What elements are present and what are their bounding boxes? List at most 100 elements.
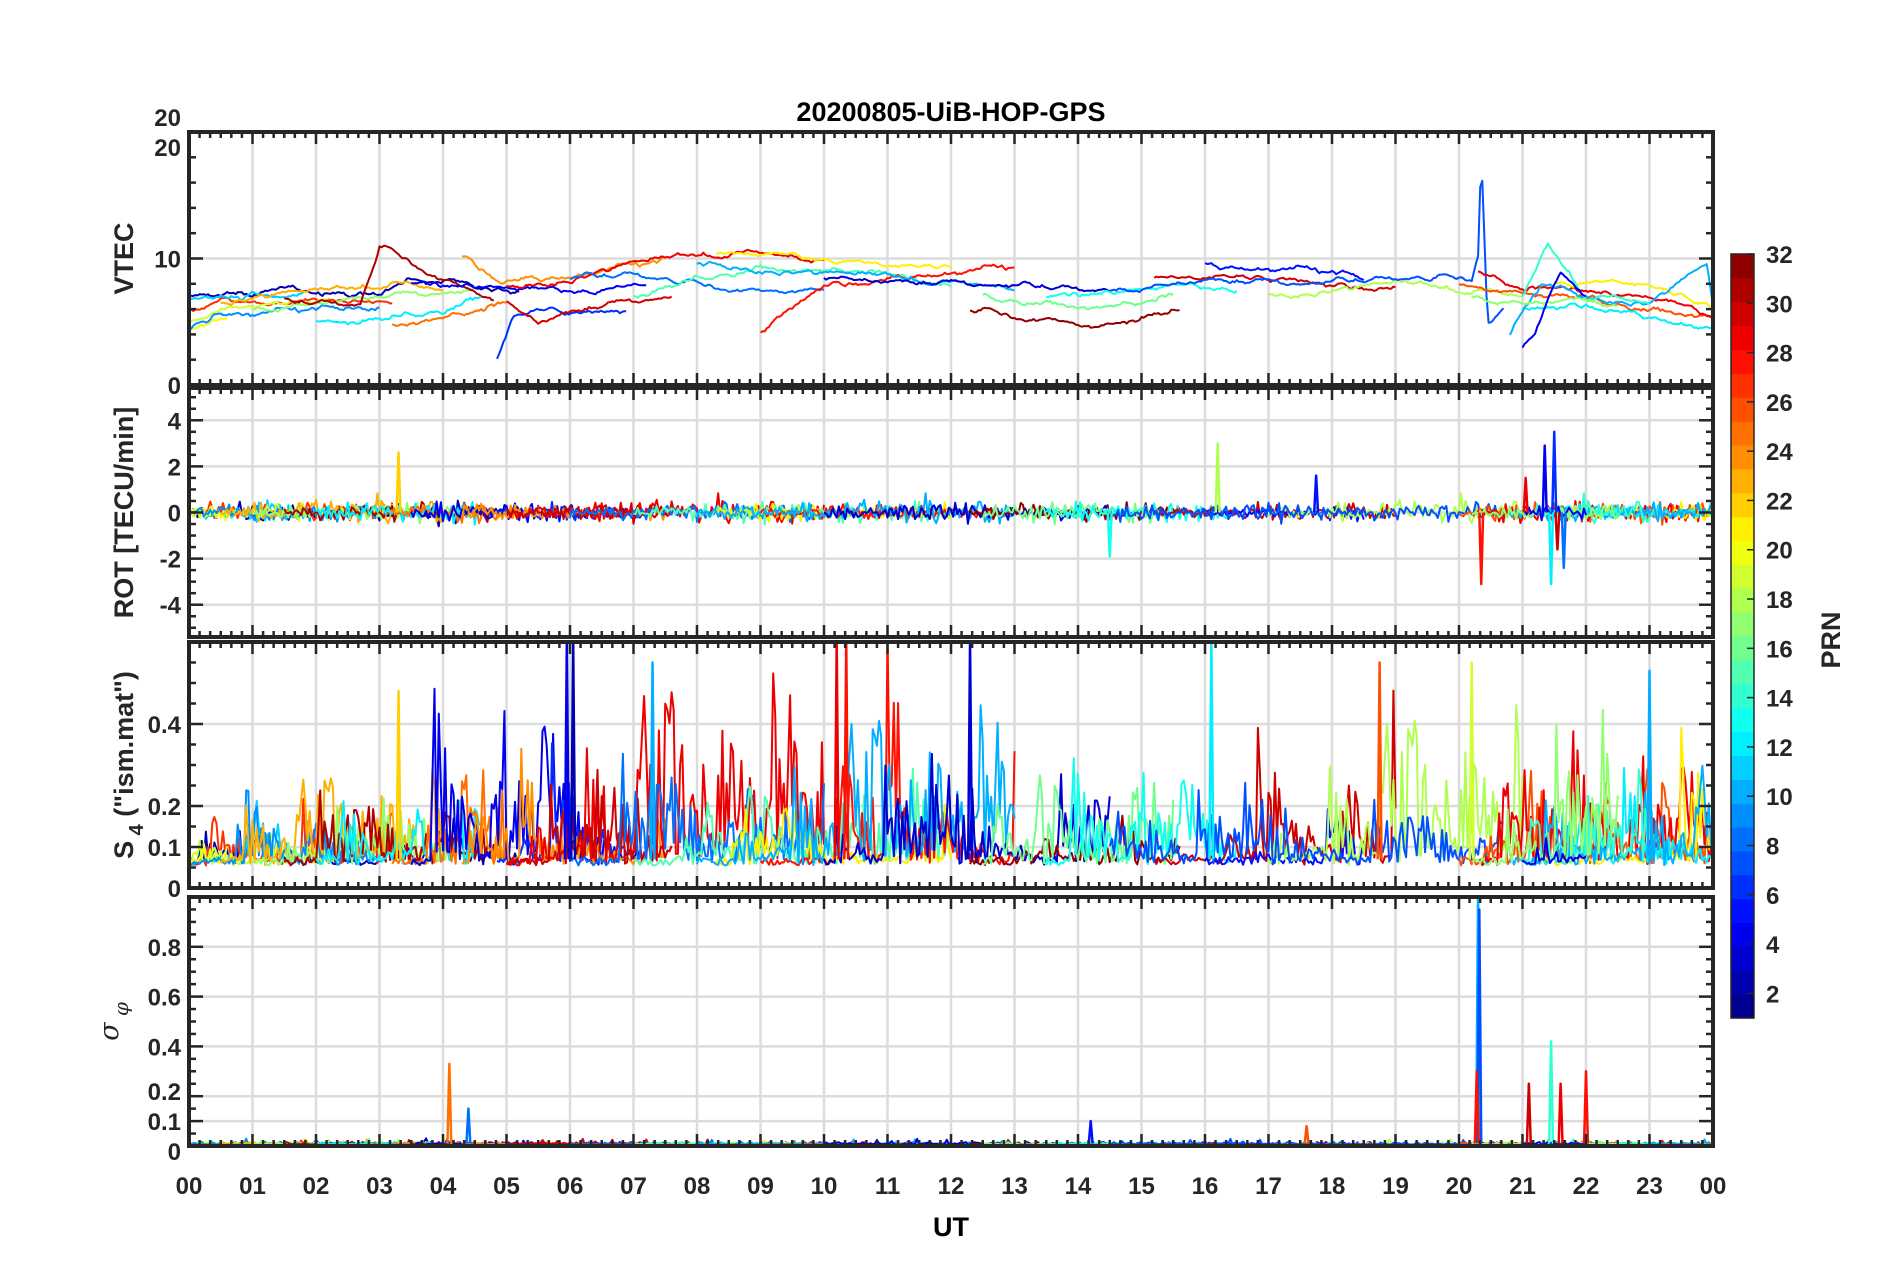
spike-prn-12 bbox=[1547, 512, 1555, 586]
colorbar-bin bbox=[1731, 540, 1754, 565]
y-axis-label-vtec: VTEC bbox=[109, 222, 139, 294]
spike-prn-30 bbox=[1554, 512, 1561, 551]
spike-prn-4 bbox=[563, 642, 570, 860]
series-line-prn-10 bbox=[696, 704, 1016, 867]
series-line-prn-24 bbox=[461, 747, 667, 866]
y-tick-label: 0.8 bbox=[148, 935, 181, 962]
grid-sigma bbox=[189, 897, 1713, 1146]
colorbar-bin bbox=[1731, 421, 1754, 446]
spike-prn-19 bbox=[1468, 661, 1475, 860]
y-tick-label: 0.2 bbox=[148, 1079, 181, 1106]
x-tick-label: 00 bbox=[176, 1173, 203, 1200]
series-line-prn-20 bbox=[189, 316, 228, 331]
y-label-subscript: φ bbox=[109, 1002, 133, 1022]
x-tick-label: 22 bbox=[1573, 1173, 1600, 1200]
colorbar-bin bbox=[1731, 850, 1754, 876]
y-label-rest: ("ism.mat") bbox=[109, 671, 139, 824]
y-tick-label: 20 bbox=[154, 135, 181, 162]
series-line-prn-24 bbox=[462, 255, 666, 285]
x-tick-label: 12 bbox=[938, 1173, 965, 1200]
colorbar-label: PRN bbox=[1816, 611, 1846, 668]
spike-prn-6 bbox=[1551, 430, 1558, 513]
series-line-prn-23 bbox=[220, 280, 444, 307]
series-line-prn-17 bbox=[252, 285, 476, 313]
y-tick-label: 0 bbox=[168, 501, 181, 528]
y-tick-label: 20 bbox=[154, 105, 181, 132]
colorbar-bin bbox=[1731, 588, 1754, 613]
series-line-prn-7 bbox=[1108, 781, 1504, 866]
series-line-prn-11 bbox=[189, 290, 304, 302]
spike-prn-5 bbox=[1312, 474, 1320, 513]
x-axis-label: UT bbox=[933, 1212, 969, 1242]
spike-prn-4 bbox=[1541, 444, 1548, 513]
spike-prn-22 bbox=[395, 689, 402, 860]
spike-prn-22 bbox=[395, 451, 402, 513]
x-tick-label: 03 bbox=[366, 1173, 393, 1200]
colorbar-bin bbox=[1731, 445, 1754, 470]
y-tick-label: 4 bbox=[168, 408, 182, 435]
series-line-prn-20 bbox=[189, 842, 229, 865]
colorbar-bin bbox=[1731, 325, 1754, 351]
series-line-prn-21 bbox=[716, 251, 952, 270]
x-tick-label: 11 bbox=[875, 1173, 900, 1200]
colorbar-tick-label: 30 bbox=[1766, 291, 1793, 318]
x-tick-label: 19 bbox=[1382, 1173, 1409, 1200]
colorbar-tick-label: 10 bbox=[1766, 784, 1793, 811]
colorbar-bin bbox=[1731, 755, 1754, 780]
spike-prn-8 bbox=[1560, 512, 1567, 570]
spike-prn-29 bbox=[1557, 1082, 1564, 1144]
spike-prn-12 bbox=[1208, 642, 1215, 860]
colorbar-tick-label: 2 bbox=[1766, 981, 1779, 1008]
colorbar-bin bbox=[1731, 373, 1754, 398]
chart-title: 20200805-UiB-HOP-GPS bbox=[796, 97, 1105, 127]
axes-box-sigma bbox=[187, 895, 1715, 1148]
series-line-prn-8 bbox=[569, 271, 825, 294]
y-tick-label: 0 bbox=[168, 1139, 181, 1166]
spike-prn-29 bbox=[1522, 476, 1529, 513]
colorbar-bin bbox=[1731, 827, 1754, 852]
spike-prn-3 bbox=[966, 642, 974, 860]
colorbar-tick-label: 16 bbox=[1766, 636, 1793, 663]
x-tick-label: 07 bbox=[620, 1173, 647, 1200]
colorbar-bin bbox=[1731, 970, 1754, 995]
x-tick-label: 20 bbox=[1446, 1173, 1473, 1200]
x-tick-label: 09 bbox=[747, 1173, 774, 1200]
colorbar-bin bbox=[1731, 707, 1754, 733]
x-tick-label: 16 bbox=[1192, 1173, 1219, 1200]
series-line-prn-7 bbox=[1109, 179, 1505, 324]
y-tick-label: 0.2 bbox=[148, 794, 181, 821]
colorbar-bin bbox=[1731, 277, 1754, 303]
spike-prn-28 bbox=[1478, 512, 1485, 586]
series-line-prn-7 bbox=[1108, 500, 1505, 525]
series-line-prn-21 bbox=[1553, 726, 1713, 867]
colorbar-bin bbox=[1731, 564, 1754, 589]
spike-prn-10 bbox=[649, 661, 656, 860]
y-tick-label: 10 bbox=[154, 247, 181, 274]
x-tick-label: 06 bbox=[557, 1173, 584, 1200]
colorbar-bin bbox=[1731, 349, 1754, 374]
colorbar-bin bbox=[1731, 254, 1754, 279]
panel-rot: -4 -2 0 2 4 ROT [TECU/min] bbox=[109, 386, 1715, 639]
axes-box-rot bbox=[187, 386, 1715, 639]
spike-prn-28 bbox=[1582, 1070, 1590, 1144]
spike-prn-30 bbox=[1525, 1082, 1533, 1144]
series-line-prn-30 bbox=[506, 295, 673, 325]
series-line-prn-29 bbox=[1477, 270, 1713, 320]
spike-prn-14 bbox=[1547, 1040, 1555, 1144]
series-line-prn-10 bbox=[1508, 263, 1713, 336]
y-tick-label: 0.6 bbox=[148, 985, 181, 1012]
series-line-prn-29 bbox=[505, 672, 825, 867]
y-tick-label: 2 bbox=[168, 454, 181, 481]
spike-prn-28 bbox=[843, 642, 850, 860]
series-line-prn-4 bbox=[1522, 505, 1587, 522]
series-s4 bbox=[189, 642, 1713, 867]
spike-prn-2 bbox=[570, 642, 577, 860]
y-axis-label-sigma: σ φ bbox=[94, 1002, 133, 1041]
x-tick-label: 10 bbox=[811, 1173, 838, 1200]
colorbar-tick-label: 8 bbox=[1766, 833, 1779, 860]
series-line-prn-6 bbox=[496, 306, 627, 360]
colorbar-bin bbox=[1731, 397, 1754, 422]
colorbar-bin bbox=[1731, 683, 1754, 709]
